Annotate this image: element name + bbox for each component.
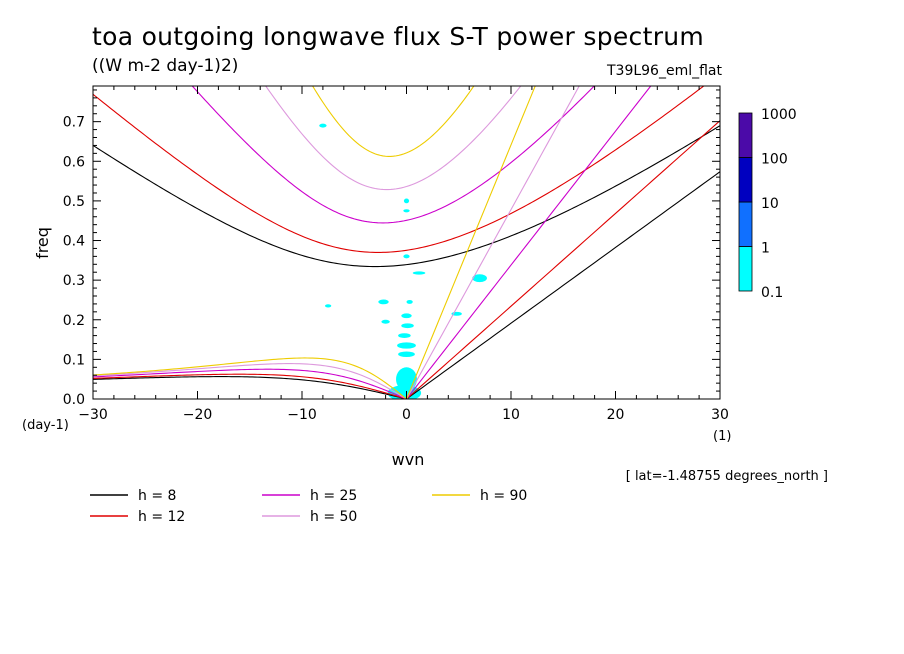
x-tick-label: 30: [711, 407, 729, 423]
y-axis-unit: (day-1): [22, 418, 69, 433]
x-tick-label: 10: [502, 407, 520, 423]
y-axis-label: freq: [33, 227, 52, 259]
x-axis-label: wvn: [392, 450, 425, 469]
y-tick-label: 0.4: [63, 234, 85, 250]
contour-patch: [319, 123, 327, 128]
x-tick-label: 0: [402, 407, 411, 423]
legend-label: h = 12: [138, 509, 185, 525]
contour-patch: [398, 333, 411, 338]
contour-patch: [403, 198, 410, 204]
x-tick-label: −10: [287, 407, 317, 423]
legend-label: h = 90: [480, 488, 527, 504]
colorbar-label: 1: [761, 241, 770, 257]
contour-patch: [397, 342, 416, 349]
ig-curve-h50: [265, 86, 522, 191]
kelvin-curve-h8: [406, 171, 720, 399]
dispersion-curves: [93, 86, 720, 399]
power-contours: [319, 123, 487, 399]
colorbar-label: 10: [761, 196, 779, 212]
contour-patch: [378, 299, 389, 305]
experiment-label: T39L96_eml_flat: [606, 63, 722, 79]
ig-curve-h90: [311, 86, 475, 157]
y-tick-label: 0.2: [63, 313, 85, 329]
chart-subtitle: ((W m-2 day-1)2): [92, 56, 239, 76]
rossby-curve-h25: [93, 368, 407, 399]
ig-curve-h25: [191, 86, 595, 224]
colorbar: 0.1 1 10 100 1000: [738, 107, 797, 301]
contour-patch: [472, 274, 487, 283]
contour-patch: [381, 319, 390, 324]
x-axis-unit: (1): [713, 429, 731, 444]
colorbar-swatch: [738, 201, 753, 247]
legend-label: h = 8: [138, 488, 176, 504]
colorbar-label: 100: [761, 152, 788, 168]
latitude-note: [ lat=-1.48755 degrees_north ]: [625, 469, 828, 484]
rossby-curve-h50: [93, 363, 407, 399]
colorbar-label: 0.1: [761, 285, 783, 301]
rossby-curve-h8: [93, 376, 407, 399]
x-tick-label: −20: [183, 407, 213, 423]
axis-ticks: −30 −20 −10 0 10 20 30 0.0 0.1 0.2 0.3 0.4 0.5 0.6 0.7: [63, 86, 729, 423]
contour-patch: [403, 254, 410, 259]
ig-curve-h8: [93, 125, 720, 268]
contour-patch: [406, 299, 413, 304]
y-tick-label: 0.1: [63, 352, 85, 368]
chart-title: toa outgoing longwave flux S-T power spe…: [92, 22, 705, 51]
kelvin-curve-h25: [406, 86, 652, 399]
contour-patch: [324, 304, 332, 308]
contour-patch: [401, 323, 414, 329]
colorbar-swatch: [738, 112, 753, 158]
legend-label: h = 25: [310, 488, 357, 504]
colorbar-label: 1000: [761, 107, 797, 123]
rossby-curve-h90: [93, 357, 407, 399]
y-tick-label: 0.3: [63, 273, 85, 289]
colorbar-swatch: [738, 246, 753, 292]
y-tick-label: 0.6: [63, 154, 85, 170]
y-tick-label: 0.7: [63, 115, 85, 131]
legend: h = 8 h = 12 h = 25 h = 50 h = 90: [90, 488, 527, 525]
ig-curve-h12: [93, 86, 705, 253]
contour-patch: [403, 209, 410, 213]
contour-patch: [401, 313, 412, 319]
kelvin-curve-h90: [405, 86, 536, 399]
contour-patch: [398, 351, 415, 358]
y-tick-label: 0.0: [63, 392, 85, 408]
colorbar-swatch: [738, 157, 753, 203]
legend-label: h = 50: [310, 509, 357, 525]
x-tick-label: −30: [78, 407, 108, 423]
kelvin-curve-h50: [406, 86, 580, 399]
kelvin-curve-h12: [406, 120, 720, 399]
y-tick-label: 0.5: [63, 194, 85, 210]
x-tick-label: 20: [607, 407, 625, 423]
rossby-curve-h12: [93, 373, 407, 399]
contour-patch: [412, 271, 426, 275]
